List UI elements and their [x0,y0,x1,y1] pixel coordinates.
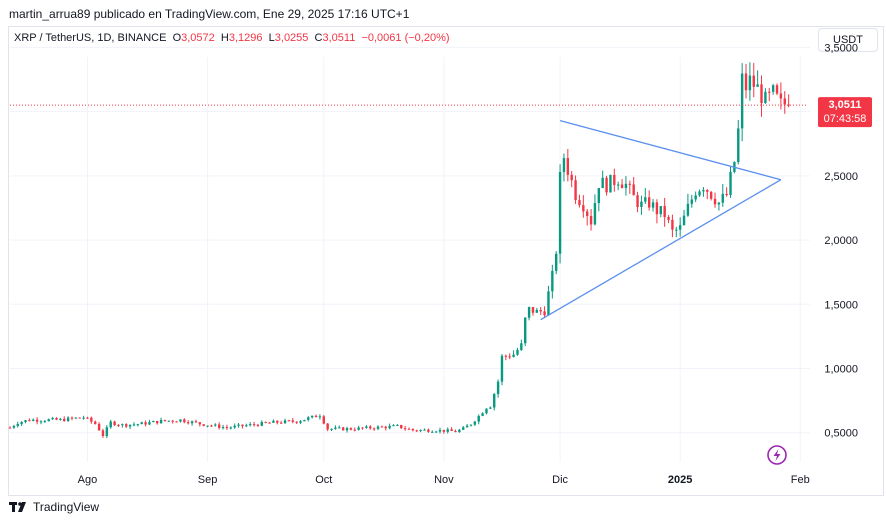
high-label: H [220,32,229,44]
change-value: −0,0061 (−0,20%) [361,32,450,44]
symbol-title: XRP / TetherUS, 1D, BINANCE [14,32,167,44]
low-value: 3,0255 [274,32,309,44]
symbol-legend: XRP / TetherUS, 1D, BINANCE O3,0572 H3,1… [14,32,450,44]
open-label: O [172,32,182,44]
currency-button[interactable]: USDT [818,28,878,52]
published-by-text: martin_arrua89 publicado en TradingView.… [9,7,410,21]
close-value: 3,0511 [322,32,356,44]
tradingview-logo-icon [9,502,26,512]
low-label: L [268,32,275,44]
tradingview-logo: TradingView [9,500,99,514]
open-value: 3,0572 [181,32,215,44]
high-value: 3,1296 [228,32,263,44]
chart-frame [8,26,884,496]
close-label: C [314,32,323,44]
